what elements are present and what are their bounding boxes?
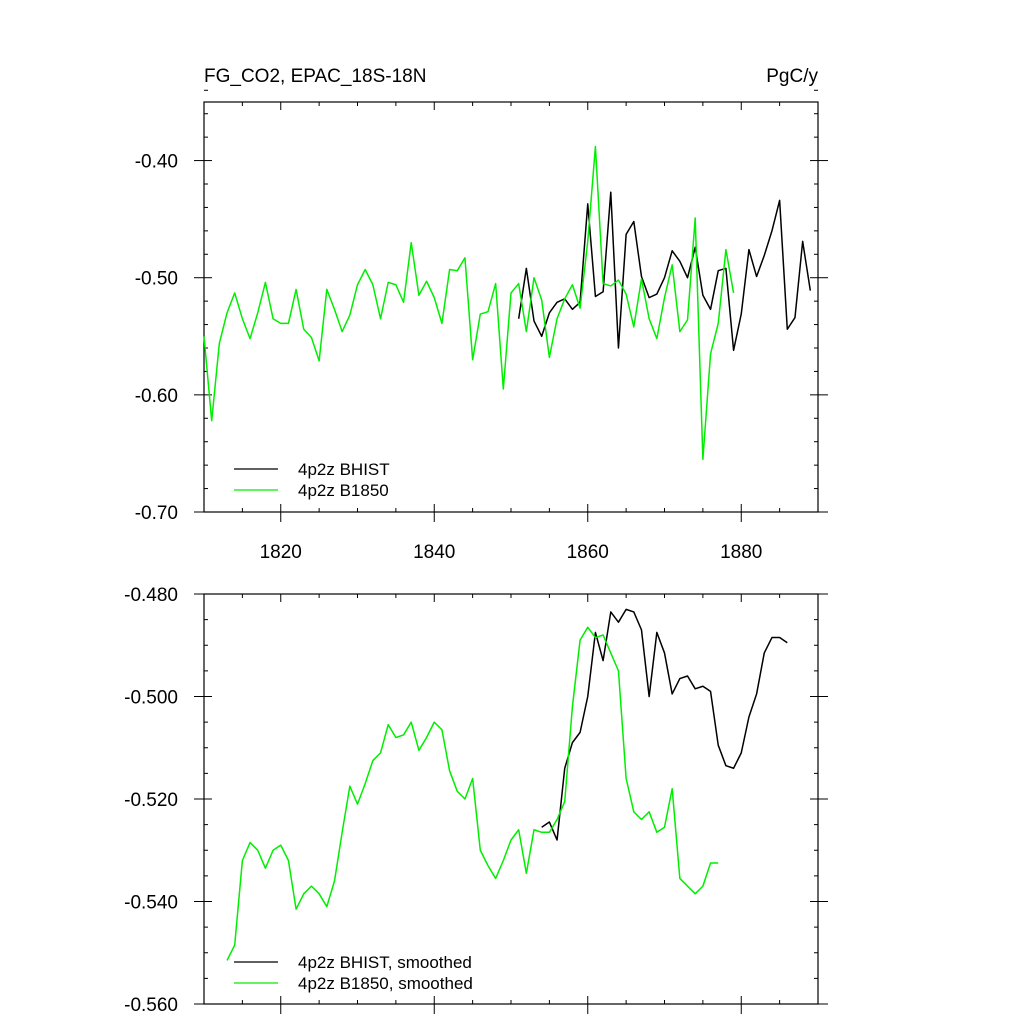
x-tick-label: 1840 (413, 542, 455, 563)
bottom-panel: -0.480 -0.500 -0.520 -0.540 -0.560 4p2z BHIS… (124, 585, 828, 1016)
legend-label-bhist: 4p2z BHIST (298, 460, 390, 479)
top-series-group (203, 145, 812, 461)
top-panel-title-left: FG_CO2, EPAC_18S-18N (204, 66, 426, 87)
bottom-legend: 4p2z BHIST, smoothed 4p2z B1850, smoothe… (234, 953, 473, 993)
top-panel: FG_CO2, EPAC_18S-18N PgC/y 1820 1840 1860 1… (135, 66, 828, 563)
bottom-axis-ticks: -0.480 -0.500 -0.520 -0.540 -0.560 (124, 585, 828, 1016)
y-tick-label: -0.70 (135, 503, 178, 524)
y-tick-label: -0.50 (135, 269, 178, 290)
y-tick-label: -0.40 (135, 152, 178, 173)
bottom-series-group (226, 608, 788, 961)
legend-label-b1850-smoothed: 4p2z B1850, smoothed (298, 974, 473, 993)
y-tick-label: -0.500 (124, 688, 178, 709)
top-bhist-series-line (517, 191, 812, 352)
y-tick-label: -0.480 (124, 585, 178, 606)
top-axis-ticks: 1820 1840 1860 1880 -0.40 -0.50 -0.60 -0.70 (135, 89, 828, 563)
y-tick-label: -0.560 (124, 995, 178, 1016)
top-legend: 4p2z BHIST 4p2z B1850 (234, 460, 390, 500)
legend-label-b1850: 4p2z B1850 (298, 481, 389, 500)
x-tick-label: 1820 (260, 542, 302, 563)
top-panel-title-right: PgC/y (766, 66, 818, 87)
bottom-bhist-series-line (541, 608, 788, 841)
x-tick-label: 1880 (720, 542, 762, 563)
legend-label-bhist-smoothed: 4p2z BHIST, smoothed (298, 953, 472, 972)
y-tick-label: -0.60 (135, 386, 178, 407)
bottom-plot-frame (203, 593, 819, 1005)
x-tick-label: 1860 (567, 542, 609, 563)
y-tick-label: -0.520 (124, 790, 178, 811)
bottom-b1850-series-line (226, 626, 719, 961)
top-plot-frame (203, 101, 819, 513)
top-b1850-series-line (203, 145, 735, 461)
y-tick-label: -0.540 (124, 893, 178, 914)
